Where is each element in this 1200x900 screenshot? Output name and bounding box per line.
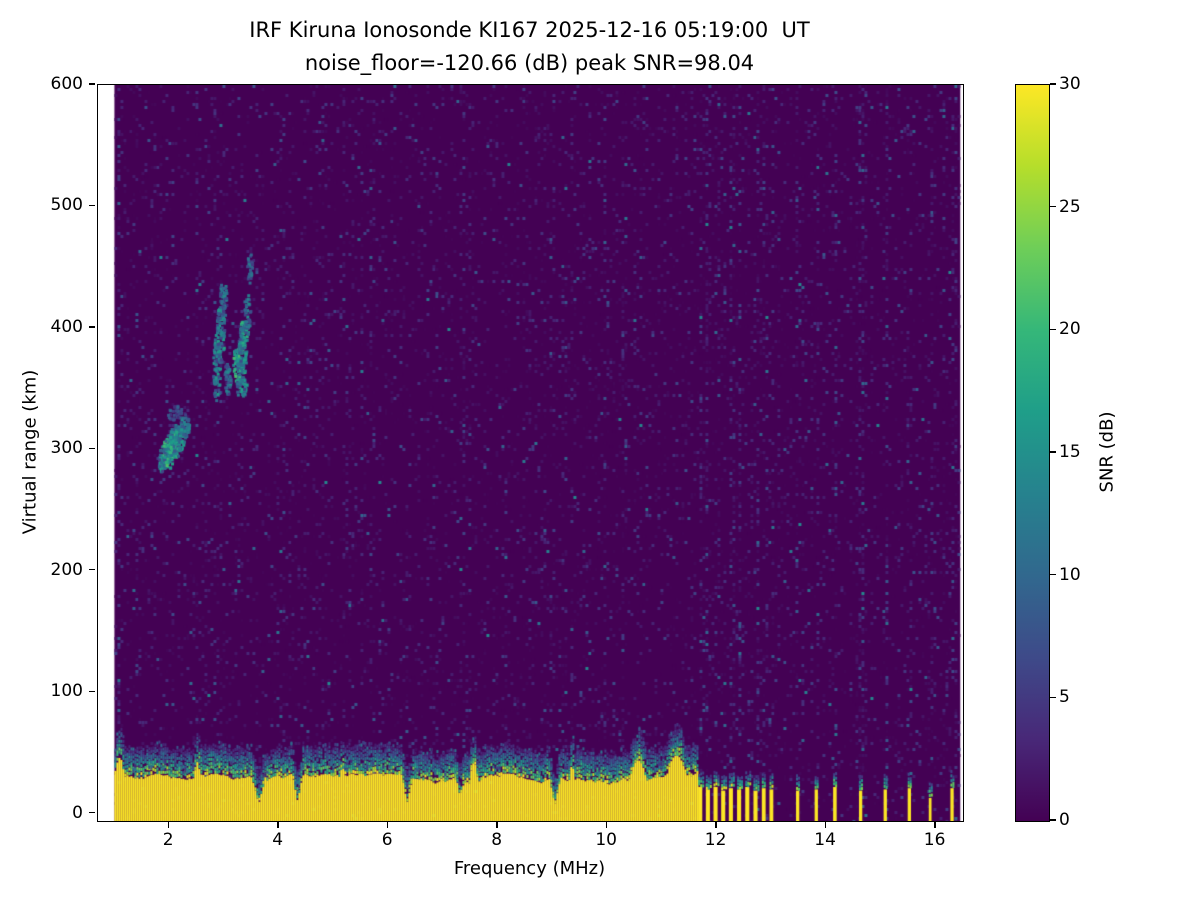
colorbar-tick-mark (1050, 83, 1056, 85)
x-tick-mark (605, 822, 608, 828)
colorbar-tick-label: 5 (1059, 687, 1070, 708)
plot-area (97, 84, 964, 822)
y-tick-label: 0 (72, 802, 83, 823)
y-tick-mark (89, 447, 95, 450)
x-tick-label: 14 (814, 830, 836, 850)
x-tick-mark (824, 822, 827, 828)
colorbar-tick-label: 25 (1059, 196, 1081, 217)
x-tick-mark (715, 822, 717, 828)
chart-title-line2: noise_floor=-120.66 (dB) peak SNR=98.04 (304, 51, 755, 75)
y-tick-mark (89, 204, 95, 207)
x-tick-label: 10 (595, 830, 617, 850)
y-tick-label: 100 (50, 681, 83, 702)
x-tick-mark (934, 822, 936, 828)
y-axis-label: Virtual range (km) (19, 369, 41, 535)
y-tick-mark (89, 812, 95, 814)
x-tick-label: 2 (162, 830, 174, 850)
colorbar-tick-mark (1050, 451, 1056, 453)
y-tick-mark (89, 83, 95, 85)
y-tick-label: 500 (50, 195, 83, 216)
x-axis-label: Frequency (MHz) (453, 858, 606, 879)
y-tick-label: 400 (50, 316, 83, 337)
colorbar-gradient (1015, 84, 1050, 822)
colorbar-tick-label: 20 (1059, 319, 1081, 340)
y-tick-label: 200 (50, 559, 83, 580)
colorbar-tick-label: 10 (1059, 564, 1081, 585)
ionogram-heatmap (98, 85, 963, 821)
y-tick-label: 600 (50, 74, 83, 94)
colorbar-tick-mark (1050, 205, 1056, 208)
y-tick-label: 300 (50, 438, 83, 459)
y-tick-mark (89, 569, 95, 571)
x-tick-label: 6 (381, 830, 393, 850)
y-tick-mark (89, 326, 95, 328)
colorbar-label: SNR (dB) (1096, 411, 1118, 493)
colorbar-tick-mark (1050, 573, 1056, 576)
colorbar-tick-label: 0 (1059, 810, 1070, 830)
chart-title: IRF Kiruna Ionosonde KI167 2025-12-16 05… (97, 14, 962, 80)
x-tick-mark (277, 822, 279, 828)
x-tick-mark (496, 822, 498, 828)
x-tick-label: 4 (272, 830, 284, 850)
colorbar-tick-label: 30 (1059, 74, 1081, 94)
x-tick-label: 16 (923, 830, 946, 850)
colorbar-tick-mark (1050, 696, 1056, 699)
y-tick-mark (89, 690, 95, 692)
x-tick-label: 12 (704, 830, 727, 850)
x-tick-mark (167, 822, 170, 828)
colorbar-tick-mark (1050, 819, 1056, 821)
colorbar-tick-mark (1050, 328, 1056, 331)
x-tick-mark (386, 822, 389, 828)
x-tick-label: 8 (491, 830, 503, 850)
chart-title-line1: IRF Kiruna Ionosonde KI167 2025-12-16 05… (249, 18, 810, 42)
colorbar-tick-label: 15 (1059, 442, 1081, 462)
